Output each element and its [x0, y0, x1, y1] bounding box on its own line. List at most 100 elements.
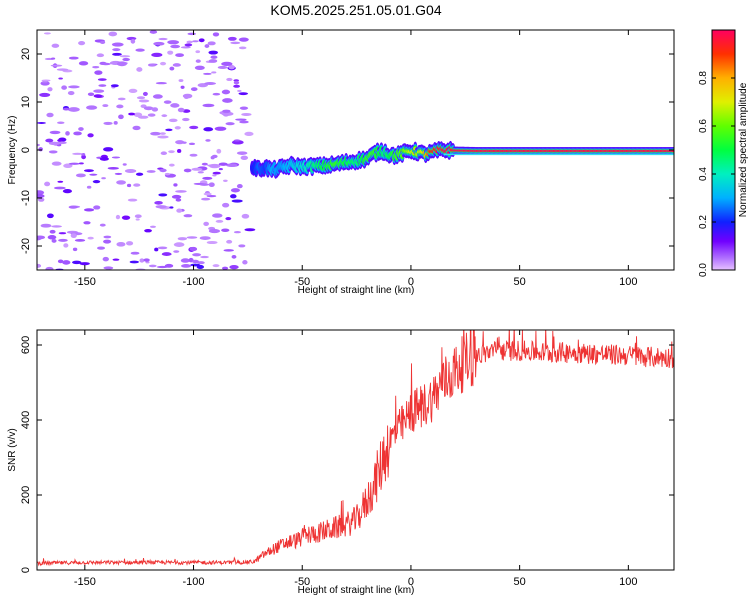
noise-blob — [196, 264, 205, 270]
noise-blob — [226, 239, 233, 244]
noise-blob — [212, 92, 221, 96]
noise-blob — [134, 214, 142, 219]
noise-blob — [230, 188, 240, 193]
noise-blob — [136, 67, 143, 72]
noise-blob — [223, 113, 229, 117]
noise-blob — [157, 135, 169, 139]
noise-blob — [189, 153, 198, 157]
snr-y-ticks: 0 200 400 600 — [20, 336, 674, 573]
noise-blob — [78, 61, 89, 66]
noise-blob — [228, 64, 235, 70]
noise-blob — [160, 151, 168, 156]
spectrogram-signal-trace — [250, 140, 674, 179]
noise-blob — [218, 168, 223, 171]
noise-blob — [244, 131, 254, 137]
noise-blob — [241, 213, 250, 219]
noise-blob — [205, 139, 211, 142]
noise-blob — [93, 205, 101, 210]
noise-blob — [231, 199, 243, 203]
noise-blob — [151, 52, 163, 58]
noise-blob — [195, 59, 201, 63]
noise-blob — [221, 89, 231, 95]
noise-blob — [240, 155, 249, 161]
noise-blob — [238, 46, 247, 50]
noise-blob — [229, 265, 239, 270]
noise-blob — [167, 40, 180, 45]
noise-blob — [175, 53, 184, 58]
noise-blob — [49, 130, 61, 135]
noise-blob — [212, 174, 217, 177]
noise-blob — [215, 219, 224, 223]
spectrogram-noise-blobs — [37, 30, 256, 270]
noise-blob — [133, 183, 141, 187]
noise-blob — [40, 223, 52, 228]
noise-blob — [103, 147, 114, 152]
noise-blob — [68, 162, 81, 165]
noise-blob — [241, 112, 252, 116]
noise-blob — [74, 239, 86, 242]
noise-blob — [53, 186, 66, 190]
noise-blob — [217, 65, 228, 69]
noise-blob — [138, 99, 150, 103]
noise-blob — [112, 258, 120, 261]
noise-blob — [103, 239, 112, 244]
noise-blob — [119, 55, 131, 58]
noise-blob — [47, 235, 57, 240]
noise-blob — [170, 103, 180, 108]
noise-blob — [208, 59, 218, 63]
noise-blob — [61, 85, 67, 90]
noise-blob — [72, 247, 78, 252]
noise-blob — [97, 246, 105, 250]
noise-blob — [37, 197, 45, 202]
colorbar-label: Normalized spectral amplitude — [738, 82, 749, 217]
noise-blob — [154, 200, 163, 205]
noise-blob — [117, 97, 126, 101]
noise-blob — [47, 87, 53, 92]
noise-blob — [98, 84, 107, 87]
noise-blob — [226, 163, 238, 168]
noise-blob — [188, 142, 196, 146]
noise-blob — [207, 164, 219, 167]
noise-blob — [86, 105, 98, 110]
noise-blob — [222, 109, 231, 113]
snr-panel: -150 -100 -50 0 50 100 0 200 400 600 Height of s… — [7, 329, 675, 596]
noise-blob — [68, 56, 79, 60]
noise-blob — [238, 92, 249, 96]
noise-blob — [221, 61, 233, 67]
noise-blob — [236, 183, 243, 189]
x-tick-label: 100 — [619, 576, 637, 588]
noise-blob — [194, 65, 205, 70]
noise-blob — [175, 190, 187, 193]
noise-blob — [244, 228, 256, 232]
noise-blob — [186, 40, 193, 44]
noise-blob — [227, 36, 237, 41]
noise-blob — [233, 230, 241, 234]
noise-blob — [112, 48, 121, 52]
noise-blob — [57, 180, 64, 183]
noise-blob — [202, 103, 215, 108]
noise-blob — [48, 150, 58, 154]
x-tick-label: -150 — [74, 276, 96, 288]
noise-blob — [187, 32, 196, 36]
noise-blob — [211, 71, 217, 74]
noise-blob — [206, 240, 218, 245]
noise-blob — [151, 107, 159, 112]
noise-blob — [143, 106, 154, 111]
noise-blob — [237, 89, 242, 93]
noise-blob — [78, 127, 84, 131]
colorbar-tick-label: 0.0 — [698, 263, 709, 277]
noise-blob — [191, 167, 203, 171]
noise-blob — [181, 141, 187, 144]
colorbar-tick-label: 0.4 — [698, 167, 709, 181]
noise-blob — [212, 264, 220, 268]
noise-blob — [203, 192, 212, 196]
noise-blob — [148, 63, 157, 67]
noise-blob — [37, 143, 40, 147]
noise-blob — [78, 162, 84, 165]
noise-blob — [222, 98, 233, 103]
noise-blob — [93, 89, 105, 93]
noise-blob — [199, 236, 211, 240]
noise-blob — [38, 147, 43, 152]
noise-blob — [92, 180, 101, 184]
